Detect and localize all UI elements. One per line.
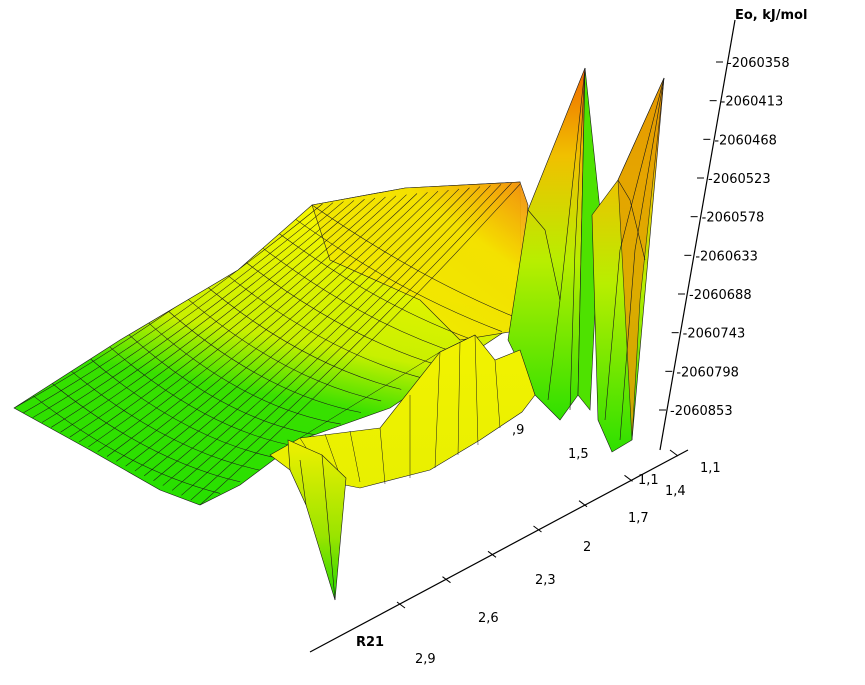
z-axis-tick-label: -2060468 [714, 133, 777, 148]
z-axis-tick-label: -2060633 [695, 249, 758, 264]
r21-axis-tick-label: 2,6 [478, 611, 499, 626]
depth-axis-ticks: 1,1 1,5 ,9 [512, 423, 659, 488]
mesh-column-line [171, 185, 491, 491]
z-axis-ticks: -2060358 -2060413 -2060468 -2060523 -2060578… [659, 56, 790, 419]
mesh-column-line [78, 196, 386, 443]
z-axis-tick-label: -2060688 [689, 288, 752, 303]
mesh-column-line [51, 200, 355, 428]
r21-axis-tick-mark [624, 474, 633, 482]
surface-mesh [13, 67, 665, 601]
mesh-column-line [134, 189, 449, 472]
r21-axis-tick-label: 2,9 [415, 652, 436, 667]
z-axis-tick-label: -2060413 [721, 95, 784, 110]
r21-axis-tick-mark [487, 550, 497, 558]
r21-axis-tick-label: 1,4 [665, 484, 686, 499]
mesh-row-line [293, 217, 502, 332]
r21-axis-tick-mark [578, 500, 588, 508]
z-axis-tick-label: -2060358 [727, 56, 790, 71]
mesh-column-line [190, 182, 512, 501]
mesh-column-line [144, 188, 460, 477]
r21-axis-tick-mark [396, 601, 406, 609]
r21-axis-ticks: 1,1 1,4 1,7 2 2,3 2,6 2,9 [396, 449, 721, 667]
z-axis-title: Eo, kJ/mol [735, 8, 807, 23]
mesh-column-line [199, 182, 522, 505]
r21-axis-tick-mark [669, 449, 679, 457]
depth-axis-tick-label: ,9 [512, 423, 524, 438]
mesh-row-line [255, 242, 462, 355]
surface-peak-1-side [577, 67, 601, 411]
depth-axis-tick-label: 1,1 [638, 473, 659, 488]
z-axis: Eo, kJ/mol -2060358-2060413-2060468-2060… [659, 8, 807, 451]
mesh-column-line [125, 191, 439, 467]
mesh-column-line [106, 193, 418, 457]
z-axis-tick-label: -2060743 [683, 327, 746, 342]
mesh-row-line [144, 318, 341, 425]
r21-axis-tick-mark [533, 525, 542, 533]
r21-axis: R21 1,1 1,4 1,7 2 2,3 2,6 2,9 [309, 449, 721, 667]
z-axis-tick-label: -2060523 [708, 172, 771, 187]
z-axis-tick-label: -2060853 [670, 404, 733, 419]
mesh-row-line [162, 306, 362, 413]
mesh-column-line [60, 199, 365, 433]
mesh-row-line [218, 268, 422, 379]
mesh-row-line [32, 395, 221, 494]
mesh-row-line [88, 357, 281, 460]
mesh-column-line [69, 197, 376, 438]
mesh-row-line [106, 344, 301, 448]
r21-axis-title: R21 [356, 635, 384, 650]
mesh-row-line [51, 382, 241, 483]
mesh-column-line [162, 186, 481, 486]
mesh-row-line [237, 255, 442, 367]
mesh-column-line [23, 203, 323, 414]
mesh-column-line [116, 192, 428, 462]
mesh-column-line [32, 202, 334, 418]
mesh-column-line [181, 184, 502, 496]
z-axis-tick-label: -2060578 [702, 211, 765, 226]
peak-ridge-lines [527, 67, 665, 441]
mesh-column-line [153, 187, 470, 481]
surface-peak-2-side [617, 77, 665, 441]
mesh-row-line [125, 331, 321, 436]
mesh-row-line [181, 293, 382, 402]
front-spike-edge [321, 454, 336, 601]
mesh-column-line [88, 195, 397, 448]
mesh-column-line [97, 194, 407, 452]
mesh-row-line [274, 230, 482, 344]
front-spike-edge-2 [299, 459, 307, 506]
ridge-mesh [299, 334, 501, 485]
z-axis-line [659, 19, 736, 451]
r21-axis-tick-label: 2,3 [535, 573, 556, 588]
mesh-column-line [41, 201, 344, 423]
r21-axis-tick-label: 1,7 [628, 511, 649, 526]
r21-axis-tick-label: 1,1 [700, 461, 721, 476]
mesh-row-line [311, 204, 522, 321]
r21-axis-tick-label: 2 [583, 540, 591, 555]
r21-axis-tick-mark [442, 576, 451, 584]
z-axis-tick-label: -2060798 [676, 365, 739, 380]
mesh-row-line [200, 280, 402, 390]
depth-axis-tick-label: 1,5 [568, 447, 589, 462]
r21-axis-line [309, 449, 689, 653]
